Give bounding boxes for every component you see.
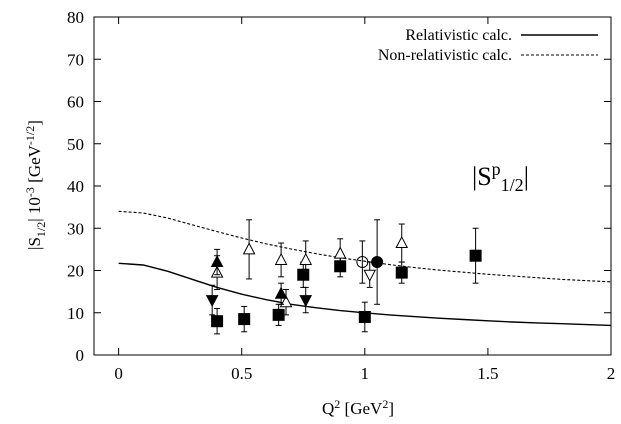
nonrelativistic-curve bbox=[118, 210, 612, 283]
data-point-filled-triangle-down bbox=[299, 295, 313, 308]
y-tick-label: 70 bbox=[67, 50, 84, 69]
annotation-label: |Sp1/2| bbox=[472, 159, 529, 195]
y-tick-label: 40 bbox=[67, 177, 84, 196]
y-tick-label: 80 bbox=[67, 8, 84, 27]
data-point-filled-square bbox=[469, 249, 482, 262]
data-point-open-circle bbox=[356, 256, 369, 269]
plot-frame bbox=[93, 16, 612, 356]
y-tick-label: 0 bbox=[76, 346, 85, 365]
x-axis: 0 0.5 1 1.5 2 bbox=[114, 17, 615, 383]
y-axis-label: |S1/2| 10-3 [GeV-1/2] bbox=[23, 120, 48, 250]
y-axis: 0 10 20 30 40 50 60 70 80 bbox=[67, 8, 611, 365]
x-tick-label: 0 bbox=[114, 364, 123, 383]
data-point-filled-triangle-up bbox=[274, 286, 288, 299]
data-point-open-triangle-up bbox=[333, 246, 347, 259]
legend-label-relativistic: Relativistic calc. bbox=[405, 27, 512, 44]
data-point-open-triangle-up bbox=[242, 242, 256, 255]
data-point-filled-square bbox=[211, 315, 224, 328]
x-tick-label: 0.5 bbox=[231, 364, 252, 383]
data-point-open-triangle-up bbox=[299, 252, 313, 265]
data-point-filled-square bbox=[358, 310, 371, 323]
legend-label-nonrelativistic: Non-relativistic calc. bbox=[378, 47, 512, 64]
data-point-filled-triangle-up bbox=[210, 254, 224, 268]
y-tick-label: 10 bbox=[67, 304, 84, 323]
x-axis-label: Q2 [GeV2] bbox=[322, 397, 394, 418]
points-layer bbox=[205, 219, 482, 335]
data-point-open-triangle-up bbox=[395, 235, 409, 249]
x-tick-label: 2 bbox=[607, 364, 616, 383]
data-point-filled-triangle-down bbox=[205, 295, 219, 308]
x-tick-label: 1 bbox=[361, 364, 370, 383]
data-point-open-triangle-up bbox=[274, 252, 288, 265]
data-point-filled-circle bbox=[371, 256, 384, 269]
x-tick-label: 1.5 bbox=[477, 364, 498, 383]
data-point-filled-square bbox=[297, 268, 310, 281]
legend: Relativistic calc. Non-relativistic calc… bbox=[378, 27, 598, 64]
data-point-open-triangle-down bbox=[363, 269, 377, 282]
y-tick-label: 60 bbox=[67, 93, 84, 112]
data-point-filled-square bbox=[395, 266, 408, 279]
data-point-filled-square bbox=[238, 313, 251, 326]
y-tick-label: 30 bbox=[67, 219, 84, 238]
data-point-filled-square bbox=[272, 308, 285, 321]
y-tick-label: 50 bbox=[67, 135, 84, 154]
y-tick-label: 20 bbox=[67, 262, 84, 281]
